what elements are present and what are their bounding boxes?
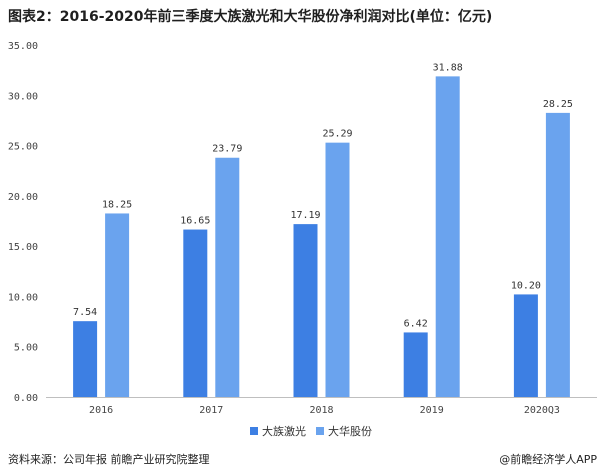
y-tick-label: 20.00 (8, 192, 38, 203)
chart-title: 图表2：2016-2020年前三季度大族激光和大华股份净利润对比(单位：亿元) (8, 9, 493, 25)
y-tick-label: 0.00 (14, 393, 38, 404)
data-label: 6.42 (404, 318, 428, 329)
legend-swatch-series-0 (250, 427, 258, 435)
x-tick-label: 2019 (420, 405, 444, 416)
credit-note: @前瞻经济学人APP (499, 453, 597, 466)
source-note: 资料来源：公司年报 前瞻产业研究院整理 (8, 453, 210, 466)
data-label: 28.25 (543, 99, 573, 110)
y-tick-label: 30.00 (8, 91, 38, 102)
y-tick-label: 10.00 (8, 292, 38, 303)
legend-label-series-1: 大华股份 (328, 425, 372, 438)
y-tick-label: 25.00 (8, 142, 38, 153)
bar-han-laser-2016 (73, 321, 98, 397)
legend-swatch-series-1 (316, 427, 324, 435)
data-label: 10.20 (511, 280, 541, 291)
y-tick-label: 5.00 (14, 343, 38, 354)
bar-han-laser-2017 (183, 229, 208, 397)
bar-dahua-2016 (105, 213, 130, 397)
legend-item-series-1: 大华股份 (316, 423, 372, 439)
data-label: 18.25 (102, 199, 132, 210)
legend: 大族激光 大华股份 (250, 424, 372, 438)
y-axis-ticks: 0.00 5.00 10.00 15.00 20.00 25.00 30.00 35.00 (8, 41, 38, 404)
data-label: 17.19 (290, 210, 320, 221)
x-axis-ticks: 2016 2017 2018 2019 2020Q3 (89, 405, 560, 416)
data-label: 23.79 (212, 144, 242, 155)
x-tick-label: 2020Q3 (524, 405, 560, 416)
bar-dahua-2018 (325, 142, 350, 397)
bar-dahua-2017 (215, 157, 240, 397)
legend-item-series-0: 大族激光 (250, 423, 306, 439)
x-tick-label: 2018 (309, 405, 333, 416)
bar-han-laser-2020Q3 (513, 294, 538, 397)
data-label: 25.29 (322, 129, 352, 140)
data-label: 7.54 (73, 307, 97, 318)
x-tick-label: 2016 (89, 405, 113, 416)
x-tick-label: 2017 (199, 405, 223, 416)
bar-dahua-2019 (435, 76, 460, 397)
y-tick-label: 35.00 (8, 41, 38, 52)
y-tick-label: 15.00 (8, 242, 38, 253)
legend-label-series-0: 大族激光 (262, 425, 306, 438)
data-label: 16.65 (180, 216, 210, 227)
data-label: 31.88 (433, 62, 463, 73)
bars-group: 7.54 18.25 16.65 23.79 17.19 25.29 6.42 31.88 10… (73, 62, 573, 397)
bar-han-laser-2018 (293, 224, 318, 397)
bar-dahua-2020Q3 (545, 112, 570, 397)
bar-han-laser-2019 (403, 332, 428, 397)
